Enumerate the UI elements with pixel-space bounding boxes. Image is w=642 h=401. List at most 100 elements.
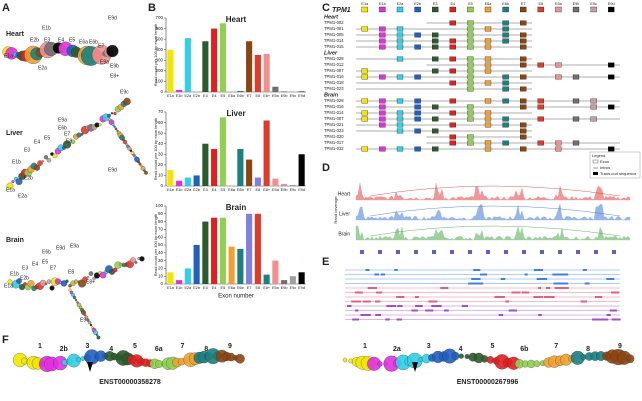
browser-exon [415, 305, 423, 307]
browser-exon [367, 287, 378, 289]
exon-box [520, 56, 527, 62]
exon-header: E1b [379, 2, 386, 6]
bar [289, 276, 296, 284]
exon-box [432, 32, 439, 38]
exon-box [379, 32, 386, 38]
exon-box [379, 44, 386, 50]
exon-box [449, 110, 456, 116]
exon-label: E3 [24, 147, 30, 153]
y-tick-label: 500 [155, 36, 163, 41]
browser-exon [396, 296, 405, 298]
bar [289, 184, 296, 186]
exon-box [449, 44, 456, 50]
exon-label: E8+ [110, 73, 119, 79]
exon-box [608, 104, 615, 110]
exon-number: 3 [427, 343, 431, 350]
exon-box [396, 32, 404, 38]
browser-exon [428, 300, 438, 303]
exon-label: E8 [68, 269, 74, 275]
browser-exon [592, 318, 601, 321]
bar [254, 213, 261, 284]
browser-exon [473, 269, 481, 271]
exon-label: E7 [64, 131, 70, 137]
splice-arcs [369, 185, 621, 197]
legend-text: Trans-cod sequence [600, 171, 637, 176]
exon-box [361, 110, 368, 116]
node [68, 143, 72, 146]
bar [263, 53, 270, 92]
browser-exon [559, 287, 569, 289]
node [107, 113, 111, 118]
exon-box [414, 146, 421, 152]
bar [281, 280, 288, 284]
legend-text: Intron [600, 165, 610, 170]
y-tick-label: 50 [158, 130, 164, 135]
exon-box [379, 104, 386, 110]
coverage-area [355, 203, 631, 221]
node [86, 275, 90, 279]
exon-box [520, 86, 527, 92]
exon-box [432, 56, 439, 62]
exon-box [572, 74, 580, 80]
bar [263, 274, 270, 284]
exon-track [414, 250, 418, 254]
exon-box [467, 116, 474, 122]
browser-exon [584, 282, 590, 285]
splice-arcs [369, 225, 621, 237]
transcript-name: TPM1-005 [324, 32, 344, 37]
exon-box [590, 6, 597, 13]
browser-exon [425, 309, 434, 312]
exon-box [502, 32, 509, 38]
exon-number: 5 [491, 343, 495, 350]
exon-label: E3 [22, 265, 28, 271]
exon-label: E9c [80, 317, 89, 323]
transcript-name: TPM1-017 [324, 140, 344, 145]
bar [202, 221, 209, 284]
browser-exon [377, 291, 383, 294]
exon-label: E4 [32, 261, 38, 267]
bar [184, 268, 191, 284]
browser-exon [580, 300, 587, 303]
exon-label: E2a [18, 193, 27, 199]
node [130, 257, 136, 264]
browser-exon [380, 273, 386, 276]
transcript-name: TPM1-021 [324, 122, 344, 127]
x-tick-label: E2b [193, 286, 200, 290]
node [74, 298, 78, 302]
node [134, 261, 138, 264]
exon-track [360, 250, 364, 254]
exon-box [467, 74, 474, 80]
exon-box [414, 74, 421, 80]
bar [272, 178, 279, 186]
browser-exon [461, 305, 468, 307]
x-tick-label: E9d [298, 188, 305, 192]
exon-label: E1a [4, 283, 13, 289]
exon-box [379, 6, 386, 13]
browser-exon [414, 296, 419, 298]
bar [193, 245, 200, 284]
browser-exon [538, 287, 542, 289]
y-tick-label: 400 [155, 47, 163, 52]
bar [219, 23, 226, 93]
node [111, 122, 115, 126]
browser-exon [479, 273, 488, 276]
exon-box [396, 110, 404, 116]
panel-label: F [2, 334, 9, 346]
track-label: Heart [338, 191, 351, 197]
x-tick-label: E2a [184, 94, 192, 98]
x-tick-label: E9b [281, 94, 288, 98]
x-tick-label: E6a [228, 94, 236, 98]
browser-exon [375, 314, 382, 316]
node [88, 271, 94, 276]
exon-label: E9d [56, 245, 65, 251]
browser-exon [468, 282, 477, 285]
exon-box [361, 74, 368, 80]
exon-box [449, 38, 456, 44]
bar [167, 49, 174, 92]
bar [193, 175, 200, 186]
arrowhead [87, 362, 93, 372]
browser-exon [559, 282, 563, 285]
exon-box [396, 44, 404, 50]
x-tick-label: E9a [272, 286, 280, 290]
bar [219, 117, 226, 186]
